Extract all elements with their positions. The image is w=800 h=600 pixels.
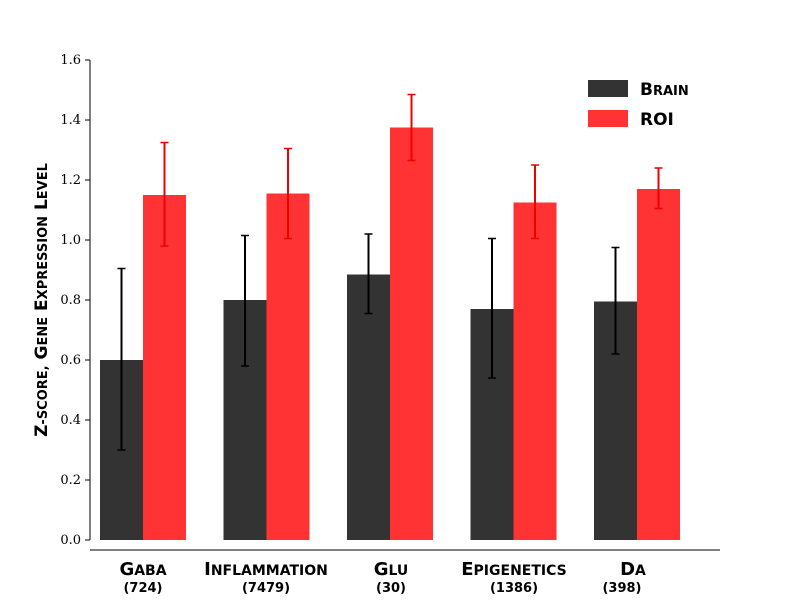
x-tick-label: INFLAMMATION xyxy=(204,559,328,580)
y-tick-label: 0.8 xyxy=(60,293,81,308)
error-bars xyxy=(117,93,663,451)
y-tick-label: 0.0 xyxy=(60,533,81,548)
y-tick-label: 1.4 xyxy=(60,113,81,128)
y-axis-label: Z-SCORE, GENE EXPRESSION LEVEL xyxy=(32,163,52,437)
y-tick-label: 0.4 xyxy=(60,413,81,428)
y-tick-label: 1.2 xyxy=(60,173,81,188)
bar-roi-da xyxy=(637,189,680,540)
y-axis: 0.0 0.2 0.4 0.6 0.8 1.0 1.2 1.4 1.6 xyxy=(60,53,91,548)
legend-label-roi: ROI xyxy=(640,110,674,130)
bar-roi-gaba xyxy=(143,195,186,540)
x-tick-label: EPIGENETICS xyxy=(461,559,566,580)
y-tick-label: 1.6 xyxy=(60,53,81,68)
x-tick-count: (724) xyxy=(123,581,162,596)
bars xyxy=(100,127,680,540)
bar-roi-epigenetics xyxy=(513,202,557,540)
x-tick-label: GLU xyxy=(374,559,409,580)
bar-roi-glu xyxy=(390,127,433,540)
legend: BRAIN ROI xyxy=(588,80,689,130)
legend-label-brain: BRAIN xyxy=(640,80,689,100)
x-tick-count: (398) xyxy=(602,581,641,596)
x-tick-count: (1386) xyxy=(490,581,538,596)
y-tick-label: 0.6 xyxy=(60,353,81,368)
bar-roi-inflammation xyxy=(266,193,310,540)
legend-swatch-brain xyxy=(588,80,628,97)
x-tick-label: DA xyxy=(620,559,646,580)
x-tick-label: GABA xyxy=(119,559,166,580)
category-labels: GABA(724) INFLAMMATION(7479) GLU(30) EPIGEN… xyxy=(119,559,646,596)
bar-brain-glu xyxy=(347,274,390,540)
y-tick-label: 0.2 xyxy=(60,473,81,488)
y-tick-label: 1.0 xyxy=(60,233,81,248)
x-tick-count: (30) xyxy=(376,581,406,596)
legend-swatch-roi xyxy=(588,110,628,127)
x-tick-count: (7479) xyxy=(242,581,290,596)
